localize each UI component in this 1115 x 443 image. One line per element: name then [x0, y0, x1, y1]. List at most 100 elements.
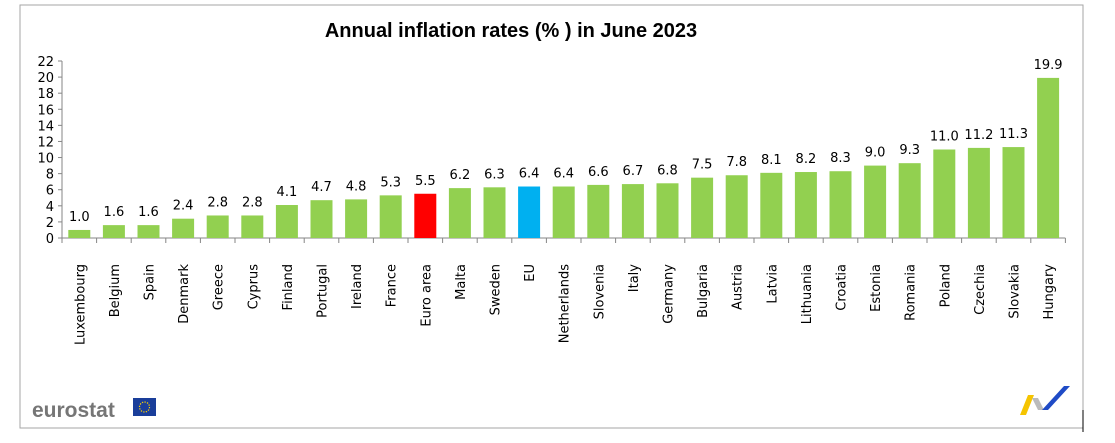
x-tick-label: Slovenia — [592, 264, 607, 319]
data-label: 1.6 — [138, 205, 159, 220]
x-tick-label: France — [385, 264, 400, 307]
bar-denmark — [172, 218, 195, 238]
x-tick-label: Netherlands — [558, 264, 573, 343]
bar-france — [379, 195, 402, 238]
bar-hungary — [1037, 77, 1060, 239]
x-tick-label: Austria — [731, 264, 746, 310]
x-tick-label: Malta — [454, 264, 469, 300]
data-label: 6.2 — [450, 168, 471, 183]
y-tick-label: 10 — [37, 152, 54, 167]
chart-frame — [19, 4, 1084, 429]
data-label: 8.1 — [761, 153, 782, 168]
bar-poland — [933, 149, 956, 238]
bar-germany — [656, 183, 679, 238]
data-label: 9.3 — [899, 143, 920, 158]
data-label: 8.3 — [830, 151, 851, 166]
data-label: 2.4 — [173, 199, 194, 214]
bar-estonia — [864, 165, 887, 238]
bar-malta — [448, 188, 471, 238]
x-tick-label: Croatia — [835, 264, 850, 311]
data-label: 5.5 — [415, 174, 436, 189]
y-tick-label: 8 — [46, 168, 54, 183]
data-label: 1.0 — [69, 210, 90, 225]
data-label: 6.8 — [657, 163, 678, 178]
data-label: 1.6 — [104, 205, 125, 220]
x-tick-label: EU — [523, 264, 538, 282]
bar-luxembourg — [68, 229, 91, 238]
x-tick-label: Portugal — [316, 264, 331, 318]
x-tick-label: Latvia — [765, 264, 780, 304]
data-label: 5.3 — [380, 175, 401, 190]
bar-latvia — [760, 172, 783, 238]
bar-cyprus — [241, 215, 264, 238]
y-tick-label: 20 — [37, 71, 54, 86]
bar-slovakia — [1002, 147, 1025, 238]
y-tick-label: 14 — [37, 119, 54, 134]
bar-eu — [518, 186, 541, 238]
data-label: 6.7 — [623, 164, 644, 179]
data-label: 4.1 — [277, 185, 298, 200]
x-tick-label: Hungary — [1042, 264, 1057, 320]
bar-romania — [898, 163, 921, 238]
x-tick-label: Luxembourg — [73, 264, 88, 345]
x-tick-label: Estonia — [869, 264, 884, 312]
y-tick-label: 2 — [46, 216, 54, 231]
x-tick-label: Cyprus — [246, 264, 261, 310]
x-tick-label: Sweden — [489, 264, 504, 315]
x-tick-label: Czechia — [973, 264, 988, 315]
data-label: 8.2 — [796, 152, 817, 167]
x-tick-label: Slovakia — [1008, 264, 1023, 319]
data-label: 6.3 — [484, 167, 505, 182]
x-tick-label: Lithuania — [800, 264, 815, 324]
bar-euro-area — [414, 193, 437, 238]
x-tick-label: Finland — [281, 264, 296, 310]
data-label: 4.8 — [346, 179, 367, 194]
logo-text: eurostat — [32, 399, 115, 422]
x-tick-label: Euro area — [419, 264, 434, 327]
y-tick-label: 4 — [46, 200, 54, 215]
data-label: 2.8 — [207, 195, 228, 210]
bar-netherlands — [552, 186, 575, 238]
bar-greece — [206, 215, 229, 238]
x-tick-label: Romania — [904, 264, 919, 321]
x-tick-label: Belgium — [108, 264, 123, 317]
chart-title: Annual inflation rates (% ) in June 2023 — [325, 20, 697, 42]
data-label: 6.4 — [519, 167, 540, 182]
x-tick-label: Greece — [212, 264, 227, 310]
y-tick-label: 22 — [37, 55, 54, 70]
x-tick-label: Ireland — [350, 264, 365, 309]
data-label: 11.3 — [999, 127, 1028, 142]
data-label: 4.7 — [311, 180, 332, 195]
y-tick-label: 12 — [37, 135, 54, 150]
data-label: 6.6 — [588, 165, 609, 180]
data-label: 11.0 — [930, 130, 959, 145]
y-tick-label: 16 — [37, 103, 54, 118]
x-tick-label: Spain — [143, 264, 158, 300]
data-label: 7.8 — [726, 155, 747, 170]
bar-sweden — [483, 187, 506, 238]
data-label: 6.4 — [553, 167, 574, 182]
x-tick-label: Poland — [938, 264, 953, 307]
bar-lithuania — [794, 172, 817, 238]
data-label: 19.9 — [1034, 58, 1063, 73]
bar-slovenia — [587, 184, 610, 238]
data-label: 2.8 — [242, 195, 263, 210]
bar-croatia — [829, 171, 852, 238]
bar-italy — [621, 184, 644, 238]
bar-austria — [725, 175, 748, 238]
x-tick-label: Germany — [662, 264, 677, 324]
y-tick-label: 0 — [46, 232, 54, 247]
bar-bulgaria — [691, 177, 714, 238]
x-tick-label: Denmark — [177, 264, 192, 324]
bar-finland — [275, 205, 298, 238]
y-tick-label: 6 — [46, 184, 54, 199]
bar-czechia — [967, 147, 990, 238]
x-tick-label: Bulgaria — [696, 264, 711, 318]
data-label: 11.2 — [964, 128, 993, 143]
x-tick-label: Italy — [627, 264, 642, 293]
eurostat-logo: eurostat — [32, 398, 156, 422]
bar-ireland — [345, 199, 368, 238]
data-label: 9.0 — [865, 146, 886, 161]
eurostat-mark-icon — [1020, 386, 1070, 415]
